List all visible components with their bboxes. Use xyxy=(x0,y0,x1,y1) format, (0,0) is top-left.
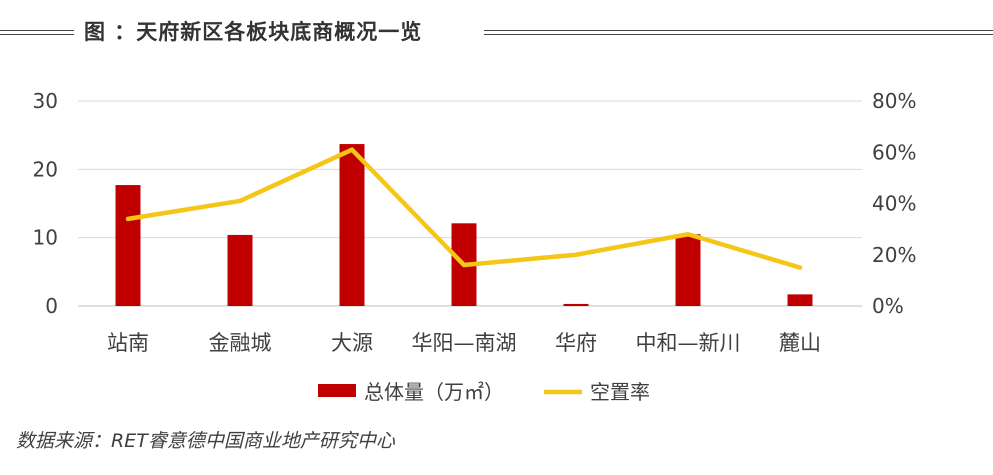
x-tick-label: 麓山 xyxy=(779,331,821,355)
legend-label-line: 空置率 xyxy=(590,380,650,404)
header-rule-right xyxy=(484,30,993,35)
header-rule-left xyxy=(0,30,74,35)
bar-华府 xyxy=(563,303,589,306)
x-tick-label: 大源 xyxy=(331,331,373,355)
chart-title: 图 ：天府新区各板块底商概况一览 xyxy=(84,20,423,44)
chart-header: 图 ：天府新区各板块底商概况一览 xyxy=(0,14,993,50)
x-tick-label: 站南 xyxy=(107,331,149,355)
y-right-tick-label: 20% xyxy=(872,243,916,267)
bar-金融城 xyxy=(227,234,253,306)
y-right-tick-label: 80% xyxy=(872,89,916,113)
x-tick-label: 华阳—南湖 xyxy=(412,331,517,355)
y-right-tick-label: 0% xyxy=(872,294,904,318)
x-tick-label: 金融城 xyxy=(209,331,272,355)
y-right-tick-label: 40% xyxy=(872,192,916,216)
bar-大源 xyxy=(339,144,365,306)
data-source-note: 数据来源：RET睿意德中国商业地产研究中心 xyxy=(16,430,395,452)
combo-chart: 0 10 20 30 0% 20% 40% 60% 80% 站南 金融城 大源 华阳—南湖 华府 中和—新川… xyxy=(33,89,917,404)
y-left-tick-label: 30 xyxy=(33,89,58,113)
legend-swatch-bar xyxy=(318,384,356,397)
x-tick-label: 中和—新川 xyxy=(636,331,741,355)
y-left-tick-label: 0 xyxy=(45,294,58,318)
legend-label-bar: 总体量（万㎡） xyxy=(364,380,504,404)
bar-站南 xyxy=(115,185,141,306)
y-left-tick-label: 20 xyxy=(33,157,58,181)
y-right-tick-label: 60% xyxy=(872,140,916,164)
x-tick-label: 华府 xyxy=(555,331,597,355)
bar-麓山 xyxy=(787,294,813,306)
y-left-tick-label: 10 xyxy=(33,226,58,250)
bar-中和—新川 xyxy=(675,234,701,306)
